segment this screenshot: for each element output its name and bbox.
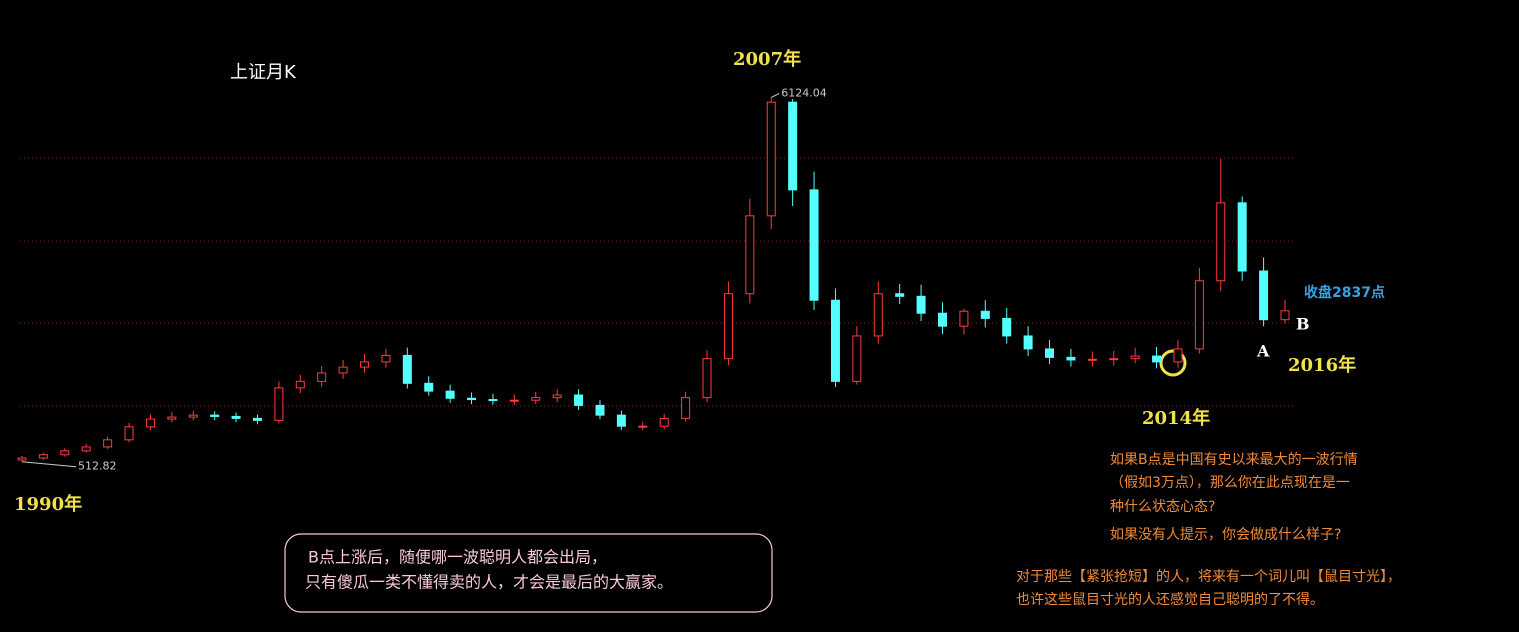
question-line: 如果B点是中国有史以来最大的一波行情 xyxy=(1110,452,1358,468)
box-line: B点上涨后，随便哪一波聪明人都会出局， xyxy=(308,548,607,567)
candle-body xyxy=(616,414,626,427)
point-label: A xyxy=(1256,342,1270,361)
point-label: B xyxy=(1296,315,1310,334)
candle-body xyxy=(509,399,519,402)
candle-body xyxy=(638,425,648,428)
candle-body xyxy=(916,295,926,314)
remark-line: 对于那些【紧张抢短】的人，将来有一个词儿叫【鼠目寸光】， xyxy=(1016,568,1401,585)
candle-body xyxy=(188,414,198,418)
candle-body xyxy=(1087,358,1097,361)
candle-body xyxy=(124,426,134,441)
box-line: 只有傻瓜一类不懂得卖的人，才会是最后的大赢家。 xyxy=(305,573,673,592)
candle-body xyxy=(1152,355,1162,363)
candle-body xyxy=(531,397,541,401)
high-label: 6124.04 xyxy=(781,86,827,99)
candle-body xyxy=(1216,202,1226,282)
candle-body xyxy=(1002,317,1012,337)
candle-body xyxy=(1173,348,1183,363)
candle-body xyxy=(38,454,48,459)
candle-body xyxy=(1109,358,1119,361)
candle-body xyxy=(895,293,905,297)
candle-body xyxy=(1130,355,1140,360)
candle-body xyxy=(788,101,798,191)
candle-body xyxy=(595,404,605,416)
candle-body xyxy=(317,372,327,382)
candle-body xyxy=(145,418,155,428)
candle-body xyxy=(681,397,691,419)
highlight-circle xyxy=(1159,349,1187,377)
annotation: 1990年 xyxy=(14,493,82,515)
candle-body xyxy=(60,450,70,456)
candle-body xyxy=(231,415,241,419)
candle-body xyxy=(959,310,969,327)
candle-body xyxy=(766,101,776,217)
candle-body xyxy=(1066,356,1076,361)
note-box xyxy=(284,533,773,613)
candle-body xyxy=(702,358,712,399)
candle-body xyxy=(381,354,391,363)
annotation: 2016年 xyxy=(1288,354,1356,376)
candle-body xyxy=(1280,310,1290,321)
candle-body xyxy=(830,299,840,382)
question-line: 种什么状态心态? xyxy=(1110,499,1215,515)
candle-body xyxy=(574,394,584,406)
candle-body xyxy=(745,215,755,295)
annotation: 2014年 xyxy=(1142,407,1210,429)
remark-line: 也许这些鼠目寸光的人还感觉自己聪明的了不得。 xyxy=(1016,591,1324,608)
candle-body xyxy=(103,439,113,448)
candle-body xyxy=(424,382,434,392)
candle-body xyxy=(809,189,819,301)
high-pointer xyxy=(771,92,780,98)
candle-body xyxy=(659,417,669,427)
candle-body xyxy=(1259,270,1269,321)
low-label: 512.82 xyxy=(78,460,117,473)
candle-body xyxy=(1237,202,1247,272)
candle-body xyxy=(552,394,562,399)
candle-body xyxy=(295,380,305,389)
candle-body xyxy=(873,293,883,337)
candle-body xyxy=(81,446,91,452)
candle-body xyxy=(1023,335,1033,350)
candle-body xyxy=(980,310,990,319)
low-pointer xyxy=(21,461,77,468)
candle-body xyxy=(723,293,733,360)
question-line: 如果没有人提示，你会做成什么样子? xyxy=(1110,527,1341,543)
candle-body xyxy=(210,414,220,417)
candle-body xyxy=(488,399,498,402)
candle-body xyxy=(338,366,348,374)
candle-body xyxy=(274,387,284,421)
question-line: （假如3万点），那么你在此点现在是一 xyxy=(1110,475,1350,491)
annotation: 2007年 xyxy=(733,48,801,70)
candle-body xyxy=(17,457,27,461)
candle-body xyxy=(360,361,370,368)
candle-body xyxy=(1045,348,1055,358)
candle-body xyxy=(445,390,455,399)
close-label: 收盘2837点 xyxy=(1304,284,1385,301)
chart-title: 上证月K xyxy=(230,62,297,83)
candle-body xyxy=(937,312,947,327)
candle-body xyxy=(852,335,862,382)
candle-body xyxy=(467,397,477,401)
candle-body xyxy=(252,417,262,421)
candle-body xyxy=(402,354,412,384)
candle-body xyxy=(167,416,177,420)
candle-body xyxy=(1194,280,1204,350)
